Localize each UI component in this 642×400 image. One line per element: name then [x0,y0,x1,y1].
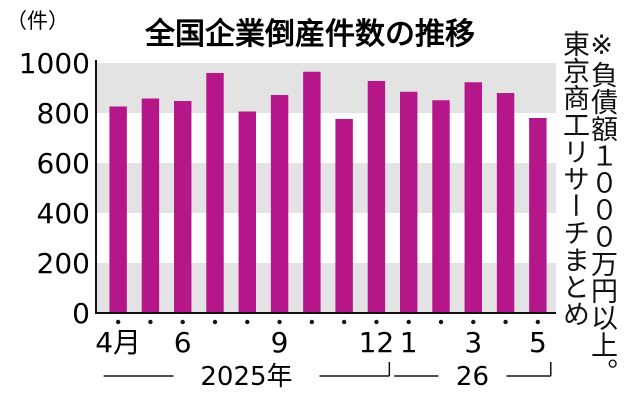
x-tick-label: 1 [400,326,418,359]
x-tick-label: 6 [174,326,192,359]
bar [206,73,224,313]
x-tick-dot [148,319,153,325]
bar [173,101,192,313]
y-axis-unit: （件） [6,9,69,33]
bar [335,119,353,313]
x-tick-dot [309,319,315,325]
bar [270,95,289,313]
bar [141,98,160,313]
x-tick-dot [277,319,282,325]
year-groups: 2025年 26 [103,362,552,392]
x-tick-label: 5 [529,326,547,359]
x-tick-dot [438,319,444,325]
bar [529,118,547,313]
x-tick-dot [245,319,250,325]
y-tick-label: 600 [37,147,90,180]
source-note-2: 東京商工リサーチまとめ [558,30,589,327]
year-group-label: 26 [456,362,489,392]
x-tick-dot [341,319,347,325]
bar [238,111,257,313]
x-tick-dot [374,319,379,325]
y-tick-label: 400 [37,197,90,230]
bar [367,81,386,313]
x-tick-dot [406,319,411,325]
x-tick-dot [180,319,185,325]
source-note-1: ※負債額１０００万円以上。 [586,30,617,385]
x-tick-dot [212,319,218,325]
x-tick-label: 4月 [95,326,141,359]
x-tick-label: 3 [464,326,482,359]
bar [109,106,127,313]
x-axis-ticks: 4月 6 9 12 1 3 5 [95,319,547,359]
bar [496,93,515,313]
bars [109,71,547,313]
grid-band [96,263,556,313]
y-tick-label: 200 [37,247,90,280]
x-tick-label: 9 [271,326,289,359]
y-axis-ticks: 0 200 400 600 800 1000 [19,47,90,330]
bar [432,100,450,313]
bar [399,91,418,313]
x-tick-dot [115,319,121,325]
x-tick-dot [471,319,476,325]
x-tick-dot [503,319,508,325]
bar [464,82,483,313]
x-tick-label: 12 [359,326,395,359]
grid-bands [96,63,556,313]
bar [303,71,321,313]
grid-band [96,163,556,213]
grid-band [96,63,556,113]
chart-title: 全国企業倒産件数の推移 [144,17,475,52]
year-group-label: 2025年 [200,362,292,392]
x-tick-dot [535,319,541,325]
y-tick-label: 800 [37,97,90,130]
y-tick-label: 0 [72,297,90,330]
y-tick-label: 1000 [19,47,90,80]
